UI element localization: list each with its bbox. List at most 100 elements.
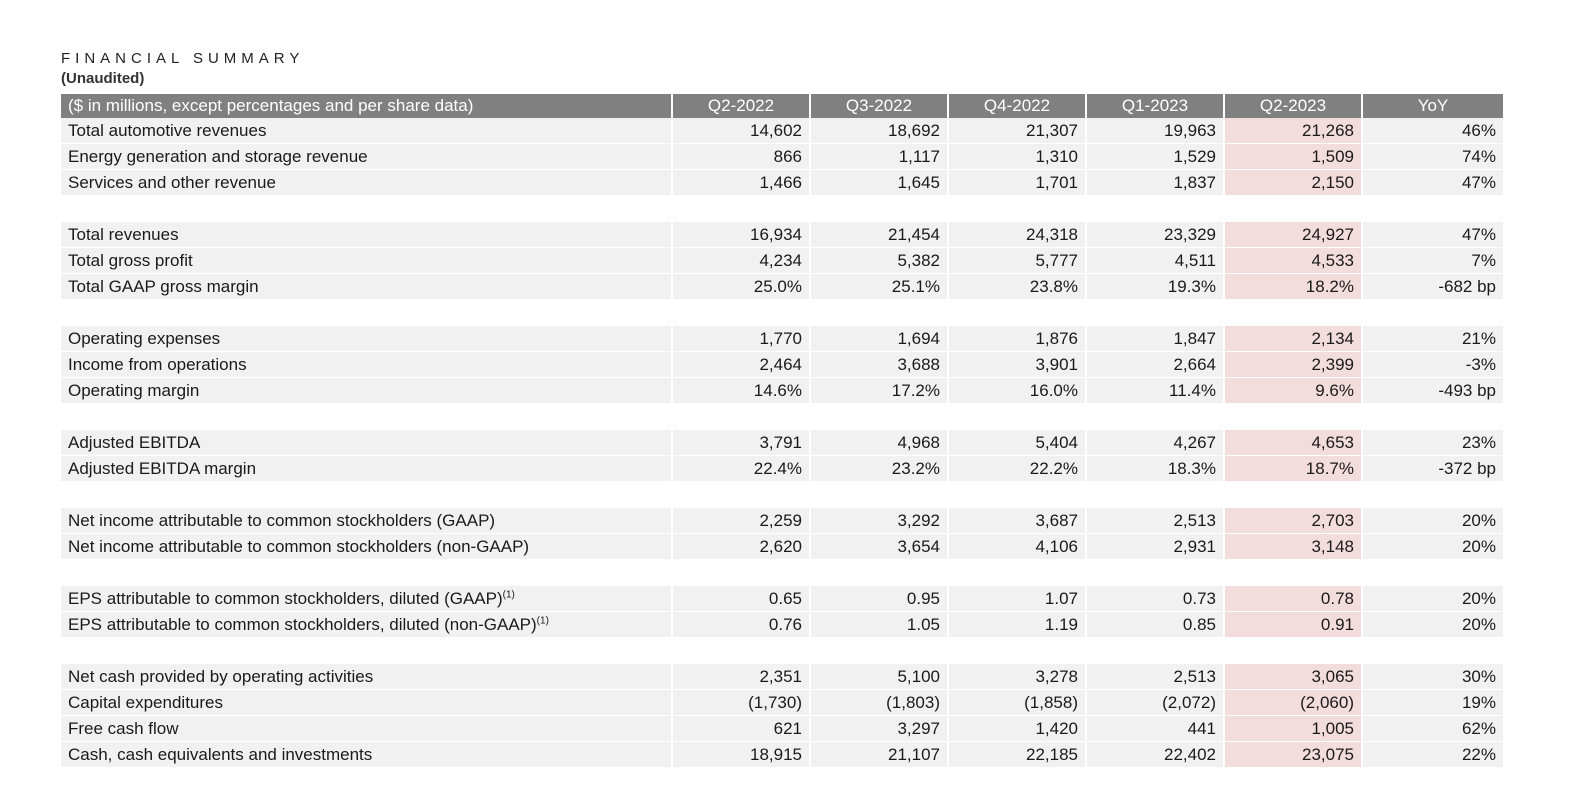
value-cell: 1,701 [949, 170, 1087, 196]
group-spacer [61, 196, 1503, 222]
table-row: EPS attributable to common stockholders,… [61, 586, 1503, 612]
row-label: Operating expenses [61, 326, 673, 352]
value-cell: 2,703 [1225, 508, 1363, 534]
row-label-text: Total gross profit [68, 250, 193, 270]
row-label-text: Adjusted EBITDA [68, 432, 201, 452]
table-row: Total gross profit 4,234 5,382 5,777 4,511 4,… [61, 248, 1503, 274]
value-cell: 3,654 [811, 534, 949, 560]
value-cell: 1,005 [1225, 716, 1363, 742]
value-cell: 0.76 [673, 612, 811, 638]
value-cell: 1,117 [811, 144, 949, 170]
row-label: EPS attributable to common stockholders,… [61, 612, 673, 638]
table-row: Energy generation and storage revenue 866… [61, 144, 1503, 170]
value-cell: 18,915 [673, 742, 811, 768]
value-cell: 4,968 [811, 430, 949, 456]
value-cell: (1,730) [673, 690, 811, 716]
value-cell: 866 [673, 144, 811, 170]
row-label-text: Operating expenses [68, 328, 221, 348]
table-row: Net income attributable to common stockh… [61, 534, 1503, 560]
yoy-cell: 62% [1363, 716, 1503, 742]
value-cell: 3,688 [811, 352, 949, 378]
row-label-text: EPS attributable to common stockholders,… [68, 588, 503, 608]
column-header: YoY [1363, 94, 1503, 118]
value-cell: (2,060) [1225, 690, 1363, 716]
table-row: Free cash flow 621 3,297 1,420 441 1,005 62% [61, 716, 1503, 742]
value-cell: 4,234 [673, 248, 811, 274]
value-cell: 21,268 [1225, 118, 1363, 144]
value-cell: 3,278 [949, 664, 1087, 690]
value-cell: 1,466 [673, 170, 811, 196]
page-subtitle: (Unaudited) [61, 70, 145, 87]
value-cell: 3,687 [949, 508, 1087, 534]
yoy-cell: -682 bp [1363, 274, 1503, 300]
row-label-text: EPS attributable to common stockholders,… [68, 614, 537, 634]
yoy-cell: 46% [1363, 118, 1503, 144]
value-cell: 3,297 [811, 716, 949, 742]
yoy-cell: 22% [1363, 742, 1503, 768]
value-cell: 19,963 [1087, 118, 1225, 144]
row-label: Total GAAP gross margin [61, 274, 673, 300]
value-cell: 18.2% [1225, 274, 1363, 300]
value-cell: 5,100 [811, 664, 949, 690]
row-label-text: Energy generation and storage revenue [68, 146, 368, 166]
footnote-marker: (1) [502, 588, 515, 600]
value-cell: 4,533 [1225, 248, 1363, 274]
column-header: Q2-2023 [1225, 94, 1363, 118]
table-body: Total automotive revenues 14,602 18,692 21,… [61, 118, 1503, 768]
value-cell: 1,310 [949, 144, 1087, 170]
value-cell: 4,511 [1087, 248, 1225, 274]
row-label: Services and other revenue [61, 170, 673, 196]
table-row: Adjusted EBITDA margin 22.4% 23.2% 22.2% 18.… [61, 456, 1503, 482]
table-row: Net income attributable to common stockh… [61, 508, 1503, 534]
column-header: Q3-2022 [811, 94, 949, 118]
row-label-text: Total automotive revenues [68, 120, 267, 140]
group-spacer [61, 638, 1503, 664]
value-cell: 22,402 [1087, 742, 1225, 768]
value-cell: 0.65 [673, 586, 811, 612]
column-header: Q1-2023 [1087, 94, 1225, 118]
value-cell: 1,645 [811, 170, 949, 196]
row-label-text: Cash, cash equivalents and investments [68, 744, 373, 764]
value-cell: 1,509 [1225, 144, 1363, 170]
value-cell: 23,329 [1087, 222, 1225, 248]
yoy-cell: 20% [1363, 586, 1503, 612]
page-title: FINANCIAL SUMMARY [61, 50, 305, 67]
value-cell: 3,791 [673, 430, 811, 456]
column-header-label: ($ in millions, except percentages and p… [61, 94, 673, 118]
value-cell: 24,318 [949, 222, 1087, 248]
table-row: Cash, cash equivalents and investments 18… [61, 742, 1503, 768]
group-spacer [61, 404, 1503, 430]
value-cell: 9.6% [1225, 378, 1363, 404]
table-row: Adjusted EBITDA 3,791 4,968 5,404 4,267 4,653… [61, 430, 1503, 456]
row-label: Energy generation and storage revenue [61, 144, 673, 170]
row-label-text: Operating margin [68, 380, 200, 400]
row-label-text: Capital expenditures [68, 692, 223, 712]
value-cell: 1,837 [1087, 170, 1225, 196]
value-cell: 22.2% [949, 456, 1087, 482]
row-label: EPS attributable to common stockholders,… [61, 586, 673, 612]
row-label: Cash, cash equivalents and investments [61, 742, 673, 768]
value-cell: 4,106 [949, 534, 1087, 560]
value-cell: 18.7% [1225, 456, 1363, 482]
value-cell: 2,259 [673, 508, 811, 534]
value-cell: 2,513 [1087, 508, 1225, 534]
value-cell: 21,454 [811, 222, 949, 248]
value-cell: 25.0% [673, 274, 811, 300]
yoy-cell: 7% [1363, 248, 1503, 274]
row-label-text: Total GAAP gross margin [68, 276, 259, 296]
yoy-cell: 20% [1363, 508, 1503, 534]
row-label-text: Adjusted EBITDA margin [68, 458, 257, 478]
group-spacer [61, 300, 1503, 326]
financial-summary-table: ($ in millions, except percentages and p… [61, 94, 1503, 768]
table-row: Total automotive revenues 14,602 18,692 21,… [61, 118, 1503, 144]
value-cell: 3,148 [1225, 534, 1363, 560]
group-spacer [61, 482, 1503, 508]
value-cell: 5,777 [949, 248, 1087, 274]
row-label: Income from operations [61, 352, 673, 378]
table-row: Operating expenses 1,770 1,694 1,876 1,847 2,… [61, 326, 1503, 352]
value-cell: 1,847 [1087, 326, 1225, 352]
value-cell: 2,464 [673, 352, 811, 378]
row-label: Net income attributable to common stockh… [61, 508, 673, 534]
table-row: Capital expenditures (1,730) (1,803) (1,858… [61, 690, 1503, 716]
row-label: Total gross profit [61, 248, 673, 274]
